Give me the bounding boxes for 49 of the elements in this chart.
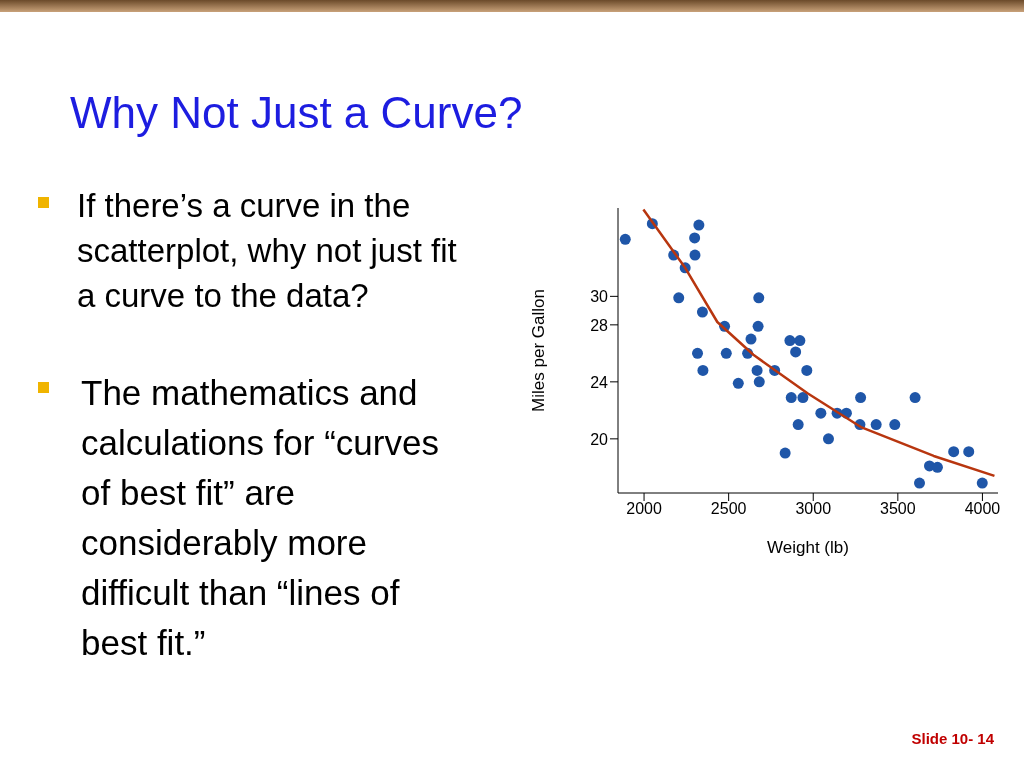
point <box>697 364 709 376</box>
text: If there’s a curve in the scatterplot, why not just fit a curve to the data? <box>77 186 458 316</box>
x-tick-label: 2000 <box>626 500 662 518</box>
point <box>752 320 764 332</box>
point <box>870 419 882 431</box>
point <box>720 347 732 359</box>
point <box>801 364 813 376</box>
point <box>914 477 925 489</box>
x-tick-label: 4000 <box>964 500 1001 518</box>
point <box>784 335 796 347</box>
point <box>689 249 701 261</box>
point <box>751 364 763 376</box>
point <box>909 392 921 404</box>
y-tick-label: 20 <box>590 430 609 448</box>
point <box>790 346 802 358</box>
text: Slide 10- 14 <box>911 730 994 747</box>
point <box>792 419 804 431</box>
y-axis-title: Miles per Gallon <box>529 289 549 412</box>
point <box>948 446 960 458</box>
point <box>779 447 791 459</box>
point <box>689 232 701 244</box>
point <box>822 433 834 445</box>
point <box>673 292 685 304</box>
point <box>815 407 827 419</box>
point <box>696 306 708 318</box>
line-series <box>642 208 996 478</box>
point <box>745 333 757 345</box>
x-tick-label: 2500 <box>710 500 747 518</box>
point <box>963 446 975 458</box>
point <box>785 392 797 404</box>
point <box>976 477 988 489</box>
y-tick-label: 30 <box>590 288 609 306</box>
x-tick-label: 3000 <box>795 500 832 518</box>
chart-title: Why Not Just a Curve? <box>70 88 523 138</box>
point <box>889 419 901 431</box>
point <box>692 347 704 359</box>
point <box>794 335 806 347</box>
text: The mathematics and calculations for “curves of best fit” are considerably more difficult than “lines of best fit.” <box>81 372 440 664</box>
y-tick-label: 28 <box>590 316 609 334</box>
point <box>753 292 765 304</box>
point <box>797 392 809 404</box>
point <box>732 377 744 389</box>
point <box>693 219 705 231</box>
point <box>619 233 631 245</box>
point <box>753 376 765 388</box>
x-tick-label: 3500 <box>880 500 916 518</box>
y-tick-label: 24 <box>590 373 609 391</box>
x-axis-title: Weight (lb) <box>767 538 849 557</box>
point <box>855 392 867 404</box>
